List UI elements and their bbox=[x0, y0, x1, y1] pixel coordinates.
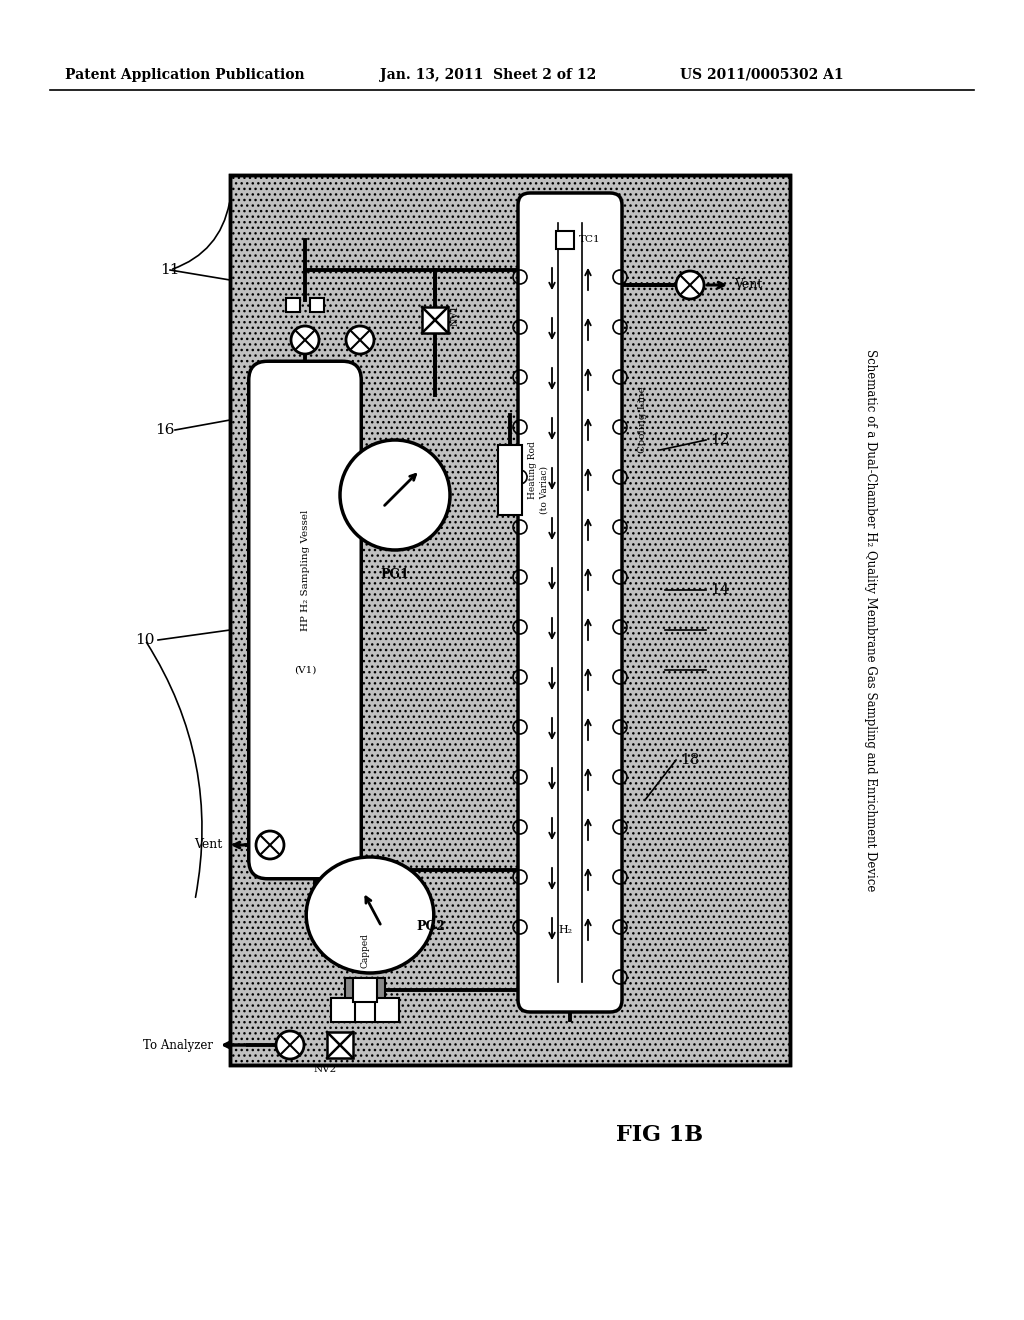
Bar bbox=[353, 978, 377, 1002]
Text: 16: 16 bbox=[156, 422, 175, 437]
Bar bbox=[286, 298, 300, 312]
Text: PG1: PG1 bbox=[381, 568, 410, 581]
Bar bbox=[331, 998, 355, 1022]
Text: PG2: PG2 bbox=[417, 920, 445, 933]
Text: Jan. 13, 2011  Sheet 2 of 12: Jan. 13, 2011 Sheet 2 of 12 bbox=[380, 69, 596, 82]
Text: 14: 14 bbox=[711, 583, 730, 597]
Text: Schematic of a Dual-Chamber H₂ Quality Membrane Gas Sampling and Enrichment Devi: Schematic of a Dual-Chamber H₂ Quality M… bbox=[863, 348, 877, 891]
Text: Vent: Vent bbox=[194, 838, 222, 851]
Text: 10: 10 bbox=[135, 634, 155, 647]
Text: 18: 18 bbox=[680, 752, 699, 767]
Ellipse shape bbox=[306, 857, 434, 973]
Text: (to Variac): (to Variac) bbox=[540, 466, 549, 513]
Bar bbox=[498, 445, 522, 515]
Circle shape bbox=[256, 832, 284, 859]
Circle shape bbox=[676, 271, 705, 300]
Bar bbox=[353, 998, 377, 1022]
Text: HP H₂ Sampling Vessel: HP H₂ Sampling Vessel bbox=[300, 510, 309, 631]
Text: FIG 1B: FIG 1B bbox=[616, 1125, 703, 1146]
FancyArrowPatch shape bbox=[146, 643, 202, 898]
Circle shape bbox=[276, 1031, 304, 1059]
Text: H₂: H₂ bbox=[558, 925, 572, 935]
Text: NV2: NV2 bbox=[313, 1065, 337, 1074]
Bar bbox=[422, 308, 449, 333]
Text: TC1: TC1 bbox=[579, 235, 601, 244]
Circle shape bbox=[346, 326, 374, 354]
Bar bbox=[230, 176, 790, 1065]
Circle shape bbox=[291, 326, 319, 354]
Bar bbox=[556, 231, 574, 249]
Text: NV1: NV1 bbox=[451, 304, 460, 326]
Bar bbox=[375, 998, 399, 1022]
Text: 12: 12 bbox=[711, 433, 730, 447]
Circle shape bbox=[340, 440, 450, 550]
Bar bbox=[230, 176, 790, 1065]
Text: 11: 11 bbox=[160, 263, 180, 277]
Text: Cooling Line: Cooling Line bbox=[638, 387, 647, 453]
Text: (V1): (V1) bbox=[294, 665, 316, 675]
Bar bbox=[327, 1032, 353, 1059]
Text: To Analyzer: To Analyzer bbox=[143, 1039, 213, 1052]
Bar bbox=[345, 978, 385, 1002]
FancyBboxPatch shape bbox=[249, 362, 361, 879]
Text: Vent: Vent bbox=[734, 279, 762, 292]
FancyArrowPatch shape bbox=[173, 203, 229, 269]
Bar bbox=[310, 298, 324, 312]
Text: Heating Rod: Heating Rod bbox=[528, 441, 537, 499]
Text: Capped: Capped bbox=[360, 933, 370, 968]
FancyBboxPatch shape bbox=[518, 193, 622, 1012]
Text: Patent Application Publication: Patent Application Publication bbox=[65, 69, 304, 82]
Text: US 2011/0005302 A1: US 2011/0005302 A1 bbox=[680, 69, 844, 82]
